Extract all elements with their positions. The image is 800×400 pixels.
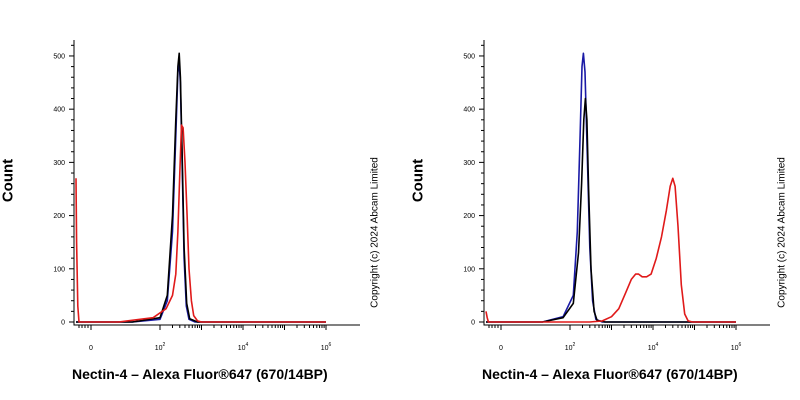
histogram-plot-right: 0 100 200 300 400 500 0 102 104 106: [463, 40, 770, 352]
axes-frame: [73, 40, 360, 326]
histogram-series-1: [76, 52, 326, 323]
y-tick-label: 300: [463, 160, 475, 167]
y-tick-label: 400: [463, 107, 475, 114]
x-tick-label: 104: [238, 342, 249, 352]
y-tick-label: 400: [53, 107, 65, 114]
copyright-text: Copyright (c) 2024 Abcam Limited: [369, 157, 381, 308]
y-tick-label: 500: [53, 53, 65, 60]
y-tick-label: 0: [61, 320, 65, 327]
histogram-series-2: [485, 177, 736, 323]
x-tick-label: 106: [321, 342, 332, 352]
x-tick-label: 104: [648, 342, 659, 352]
x-tick-label: 106: [731, 342, 742, 352]
y-tick-label: 200: [53, 213, 65, 220]
y-tick-label: 300: [53, 160, 65, 167]
histogram-panel-left: 0 100 200 300 400 500 0 102 104 106 Count Nectin-…: [0, 40, 381, 382]
copyright-text: Copyright (c) 2024 Abcam Limited: [776, 157, 788, 308]
x-axis-label: Nectin-4 – Alexa Fluor®647 (670/14BP): [482, 366, 738, 382]
x-axis-label: Nectin-4 – Alexa Fluor®647 (670/14BP): [72, 366, 328, 382]
histogram-series-2: [75, 124, 326, 323]
y-axis-label: Count: [409, 158, 427, 203]
histogram-series-0: [76, 63, 326, 323]
y-tick-label: 200: [463, 213, 475, 220]
x-tick-label: 102: [155, 342, 166, 352]
histogram-series-1: [486, 97, 736, 323]
y-tick-label: 100: [463, 266, 475, 273]
y-tick-label: 100: [53, 266, 65, 273]
histogram-series-0: [486, 52, 736, 323]
y-tick-label: 500: [463, 53, 475, 60]
x-tick-label: 0: [89, 345, 93, 352]
histogram-panel-right: 0 100 200 300 400 500 0 102 104 106 Count Nectin-…: [410, 0, 800, 400]
y-tick-label: 0: [471, 320, 475, 327]
axes-frame: [483, 40, 770, 326]
histogram-plot-left: 0 100 200 300 400 500 0 102 104 106: [53, 40, 360, 352]
x-tick-label: 0: [499, 345, 503, 352]
x-tick-label: 102: [565, 342, 576, 352]
y-axis-label: Count: [0, 158, 17, 203]
